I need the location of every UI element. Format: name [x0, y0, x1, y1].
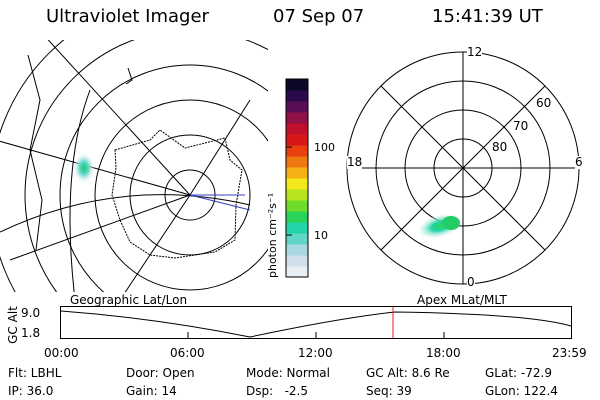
timeline-x-tick-2359: 23:59: [552, 346, 587, 360]
timeline-x-tick-0600: 06:00: [170, 346, 205, 360]
aurora-emission-core: [442, 216, 460, 230]
mlt-label-18: 18: [347, 155, 363, 169]
filter-readout: Flt: LBHL: [8, 366, 62, 380]
latitude-circle: [24, 40, 268, 292]
observation-date: 07 Sep 07: [273, 6, 365, 27]
color-scale-bar: photon cm⁻²s⁻¹: [266, 78, 309, 278]
color-scale-segment: [286, 123, 308, 135]
mlt-label-12: 12: [467, 45, 483, 59]
timeline-x-tick-1800: 18:00: [426, 346, 461, 360]
longitude-line: [0, 194, 251, 233]
color-scale-segment: [286, 112, 308, 124]
observation-time: 15:41:39 UT: [432, 6, 543, 27]
timeline-x-tick-0000: 00:00: [44, 346, 79, 360]
glon-readout: GLon: 122.4: [485, 384, 558, 398]
ip-readout: IP: 36.0: [8, 384, 54, 398]
color-scale-segment: [286, 134, 308, 146]
color-scale-tick-10: 10: [314, 229, 328, 242]
timeline-x-tick-1200: 12:00: [298, 346, 333, 360]
longitude-line: [124, 194, 191, 292]
color-scale-segment: [286, 101, 308, 113]
mlt-label-0: 0: [467, 275, 475, 289]
color-scale-segment: [286, 156, 308, 168]
longitude-line: [47, 40, 191, 196]
color-scale-segment: [286, 266, 308, 278]
color-scale-segment: [286, 178, 308, 190]
aurora-emission-spot: [74, 154, 94, 182]
mlat-label-70: 70: [513, 119, 529, 133]
color-scale-segment: [286, 79, 308, 91]
color-scale-segment: [286, 233, 308, 245]
gc-alt-readout: GC Alt: 8.6 Re: [366, 366, 450, 380]
longitude-line: [189, 99, 251, 196]
geographic-map: [0, 40, 268, 292]
mlt-label-6: 6: [575, 155, 583, 169]
coastline: [27, 54, 43, 251]
seq-readout: Seq: 39: [366, 384, 412, 398]
dsp-readout: Dsp: -2.5: [246, 384, 309, 398]
longitude-line: [69, 89, 91, 292]
gain-readout: Gain: 14: [126, 384, 177, 398]
door-readout: Door: Open: [126, 366, 195, 380]
timeline-frame: [60, 306, 572, 339]
color-scale-segment: [286, 145, 308, 157]
timeline-axis-title-wrapper: GC Alt: [6, 306, 20, 346]
mlat-label-80: 80: [492, 140, 508, 154]
color-scale-segment: [286, 167, 308, 179]
instrument-title: Ultraviolet Imager: [46, 6, 209, 27]
altitude-curve: [60, 310, 572, 338]
color-scale-segment: [286, 200, 308, 212]
latitude-circle: [129, 134, 251, 256]
color-scale-unit-label: photon cm⁻²s⁻¹: [266, 193, 279, 278]
color-scale-tick-100: 100: [314, 141, 335, 154]
mlt-meridian: [380, 85, 546, 251]
altitude-timeline-plot: [60, 306, 572, 339]
apex-polar-plot: [346, 51, 580, 285]
color-scale-segment: [286, 244, 308, 256]
color-scale-segment: [286, 90, 308, 102]
timeline-y-tick-max: 9.0: [21, 306, 41, 320]
mode-readout: Mode: Normal: [246, 366, 330, 380]
color-scale-segment: [286, 189, 308, 201]
timeline-axis-title: GC Alt: [5, 306, 20, 344]
color-scale-segment: [286, 211, 308, 223]
mlat-label-60: 60: [536, 96, 552, 110]
color-scale-segment: [286, 255, 308, 267]
timeline-y-tick-min: 1.8: [21, 326, 41, 340]
glat-readout: GLat: -72.9: [485, 366, 552, 380]
longitude-line: [9, 194, 191, 261]
coastline: [125, 67, 133, 85]
satellite-track: [189, 194, 251, 211]
latitude-circle: [59, 64, 268, 292]
geographic-panel-label: Geographic Lat/Lon: [70, 293, 188, 307]
antarctica-coastline: [111, 129, 243, 259]
latitude-circle: [94, 99, 268, 291]
apex-panel-label: Apex MLat/MLT: [417, 293, 507, 307]
color-scale-segment: [286, 222, 308, 234]
